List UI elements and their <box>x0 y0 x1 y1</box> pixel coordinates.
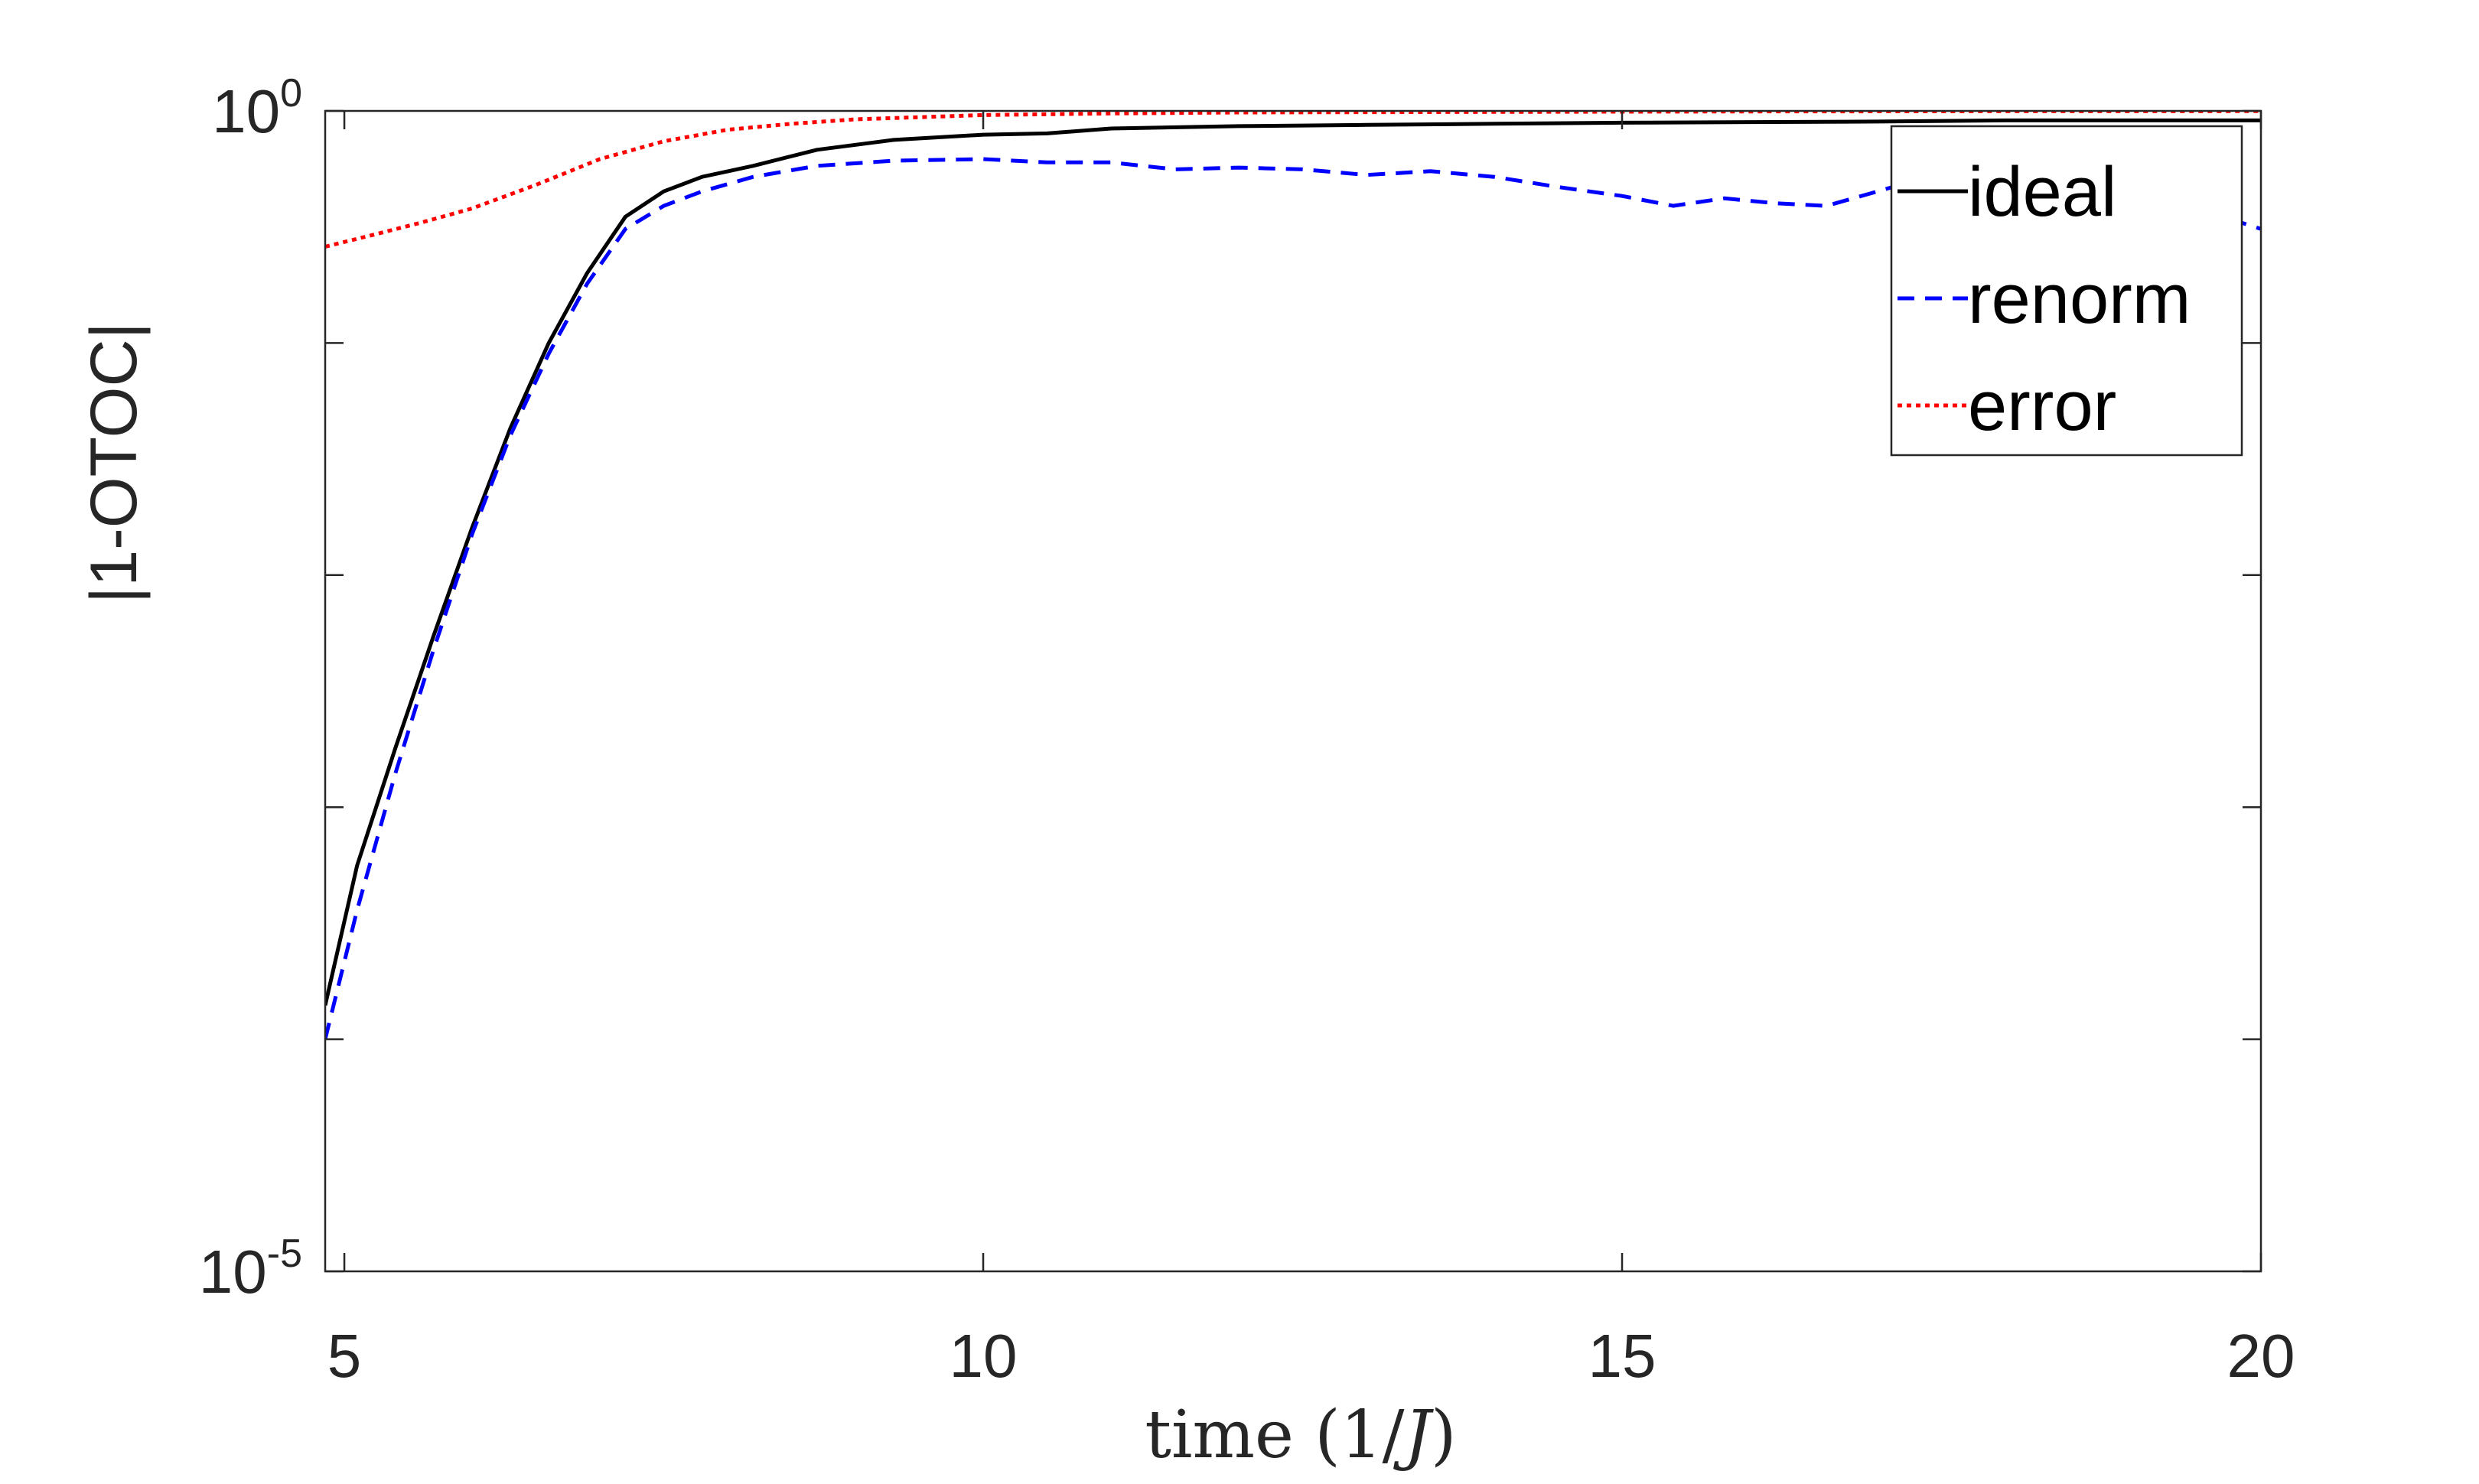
legend: ideal renorm error <box>1890 125 2243 457</box>
legend-box <box>1890 125 2243 457</box>
x-tick-label: 15 <box>1588 1322 1656 1390</box>
series-layer <box>325 111 2261 1040</box>
y-tick-label-base: 10 <box>199 1238 267 1306</box>
y-tick-label-base: 10 <box>212 77 280 145</box>
series-line-ideal <box>325 118 2261 1006</box>
y-tick-label: 100 <box>212 71 302 145</box>
x-axis-title: time (1/J) <box>1145 1397 1456 1473</box>
y-axis-title: |1-OTOC| <box>77 322 151 604</box>
x-tick-label: 20 <box>2227 1322 2295 1390</box>
series-line-renorm <box>325 157 2261 1040</box>
y-tick-label: 10-5 <box>199 1232 302 1306</box>
legend-label-ideal: ideal <box>1968 153 2116 231</box>
y-tick-label-exponent: 0 <box>280 71 302 116</box>
y-tick-label-exponent: -5 <box>267 1232 302 1276</box>
x-tick-label: 5 <box>327 1322 362 1390</box>
x-axis-title-suffix: ) <box>1431 1397 1457 1473</box>
x-axis-title-prefix: time (1/ <box>1145 1397 1404 1473</box>
legend-label-renorm: renorm <box>1968 260 2191 338</box>
x-tick-label: 10 <box>950 1322 1018 1390</box>
legend-label-error: error <box>1968 367 2116 445</box>
axes-box <box>324 109 2262 1273</box>
labels-layer: |1-OTOC| time (1/J) <box>77 322 1457 1473</box>
